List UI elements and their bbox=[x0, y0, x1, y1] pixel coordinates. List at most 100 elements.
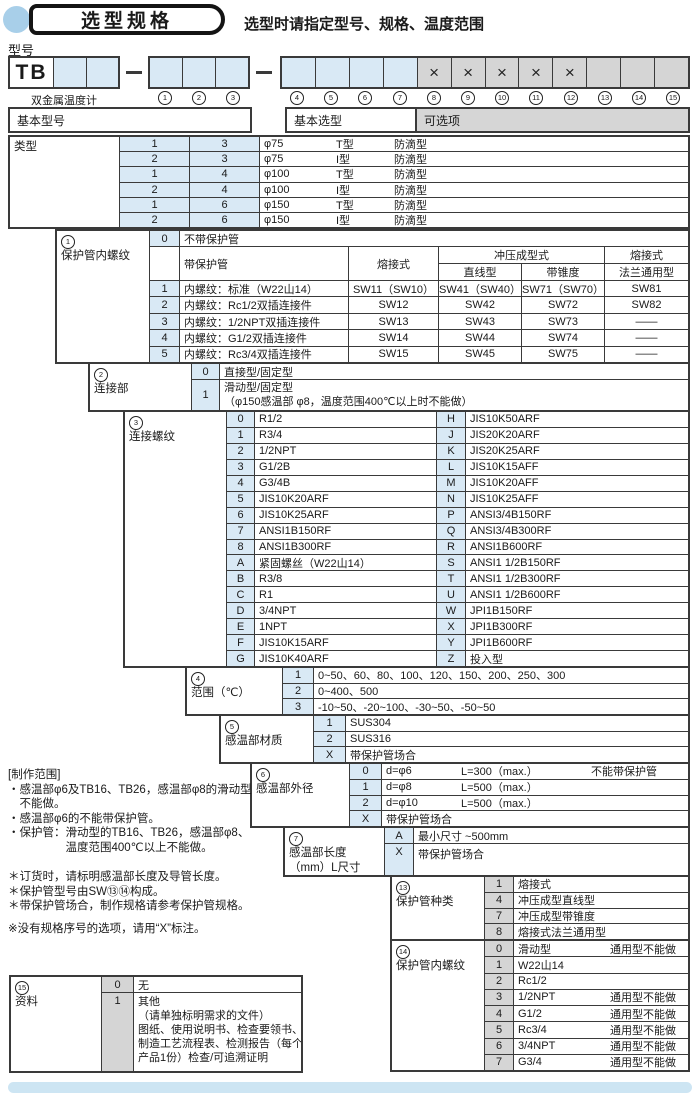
section-2-label: 2 连接部 bbox=[90, 364, 192, 410]
code-cell: 6 bbox=[190, 197, 260, 212]
desc-cell: Rc1/2 bbox=[514, 974, 688, 989]
table-row: 1 滑动型/固定型 （φ150感温部 φ8，温度范围400℃以上时不能做） bbox=[192, 380, 688, 410]
code-cell: 3 bbox=[283, 699, 314, 715]
type-table-rows: 1 3 φ75 T型 防滴型 2 3 φ75 I型 防滴型 1 4 φ100 T型 防滴型 2 4 φ100… bbox=[120, 137, 688, 228]
code-cell: 4 bbox=[190, 182, 260, 197]
length-value: L=500（max.） bbox=[461, 782, 538, 795]
table-row: X 带保护管场合 bbox=[350, 811, 688, 826]
code-cell: U bbox=[437, 587, 466, 603]
code-cell: 3 bbox=[150, 313, 180, 330]
section-1-rows: 0 不带保护管 带保护管 熔接式 冲压成型式 直线型 带锥度 熔接式 法兰通用型… bbox=[150, 231, 688, 363]
code-cell: 0 bbox=[150, 231, 180, 246]
code-cell: 3 bbox=[485, 989, 514, 1005]
code-cell: 4 bbox=[485, 892, 514, 908]
model-x-box: × bbox=[484, 58, 519, 87]
section-label-text: 保护管种类 bbox=[396, 896, 454, 908]
model-group-1-3 bbox=[148, 56, 250, 89]
table-row: 1 3 φ75 T型 防滴型 bbox=[120, 137, 688, 153]
shape-value: T型 bbox=[336, 169, 354, 182]
desc-cell: 熔接式 bbox=[518, 879, 551, 892]
desc-cell: R3/4 bbox=[255, 427, 437, 443]
desc-cell: JPI1B600RF bbox=[470, 636, 533, 649]
code-cell: H bbox=[437, 412, 466, 427]
section-3-rows: 0 R1/2 H JIS10K50ARF 1 R3/4 J JIS20K20ARF 2 1/2… bbox=[227, 412, 688, 666]
section-5-label: 5 感温部材质 bbox=[221, 716, 314, 762]
desc-cell: 1/2NPT bbox=[255, 443, 437, 459]
code-cell: 2 bbox=[283, 683, 314, 699]
note-line: 不能做。 bbox=[8, 798, 66, 810]
desc-cell: JIS10K25AFF bbox=[470, 493, 539, 506]
position-marker: 11 bbox=[529, 91, 543, 105]
table-row: 2 3 φ75 I型 防滴型 bbox=[120, 152, 688, 168]
position-marker: 12 bbox=[564, 91, 578, 105]
table-row: 2 SUS316 bbox=[314, 731, 688, 748]
restriction-note: 通用型不能做 bbox=[610, 943, 676, 956]
table-row: A 紧固螺丝（W22山14） S ANSI1 1/2B150RF bbox=[227, 555, 688, 572]
code-cell: N bbox=[437, 491, 466, 507]
desc-cell: 投入型 bbox=[470, 653, 503, 666]
code-cell: Z bbox=[437, 651, 466, 666]
code-cell: 7 bbox=[485, 908, 514, 924]
desc-cell: G1/2 通用型不能做 bbox=[514, 1006, 688, 1021]
section-4: 4 范围（℃） 1 0~50、60、80、100、120、150、200、250、… bbox=[185, 666, 690, 716]
desc-cell: 紧固螺丝（W22山14） bbox=[255, 555, 437, 571]
table-row: 2 内螺纹：Rc1/2双插连接件 SW12 SW42 SW72 SW82 bbox=[150, 297, 688, 314]
model-number-label: 型号 bbox=[8, 43, 35, 58]
restriction-note: 通用型不能做 bbox=[610, 1041, 676, 1054]
desc-line: 滑动型/固定型 bbox=[224, 382, 294, 394]
desc-cell: 内螺纹：标准（W22山14） bbox=[180, 281, 349, 297]
sw-cell: SW42 bbox=[439, 297, 522, 313]
desc-cell: JIS10K50ARF bbox=[470, 413, 540, 426]
code-cell: 1 bbox=[102, 993, 134, 1071]
desc-cell: 冲压成型带锥度 bbox=[518, 910, 595, 923]
table-row: 0 R1/2 H JIS10K50ARF bbox=[227, 412, 688, 428]
shape-value: T型 bbox=[336, 199, 354, 212]
code-cell: 2 bbox=[350, 795, 382, 811]
section-15: 15 资料 0 无 1 其他 （请单独标明需求的文件） 图纸、使用说明书、检查要… bbox=[9, 975, 303, 1073]
type-table-label: 类型 bbox=[10, 137, 120, 227]
code-cell: X bbox=[385, 844, 414, 875]
model-digit-box bbox=[215, 58, 248, 87]
sw-cell: SW44 bbox=[439, 330, 522, 346]
section-4-label: 4 范围（℃） bbox=[187, 668, 283, 714]
desc-cell: G3/4B bbox=[255, 475, 437, 491]
desc-cell: φ150 T型 防滴型 bbox=[260, 198, 688, 212]
desc-cell: ANSI3/4B150RF bbox=[470, 509, 552, 522]
code-cell: 3 bbox=[190, 137, 260, 152]
section-label-text: 范围（℃） bbox=[191, 687, 250, 699]
desc-cell: 1NPT bbox=[255, 619, 437, 635]
desc-line: 其他 bbox=[138, 996, 160, 1008]
desc-cell: φ100 T型 防滴型 bbox=[260, 167, 688, 181]
code-cell: 8 bbox=[227, 539, 255, 555]
circled-number: 15 bbox=[15, 980, 29, 995]
sw-cell: SW41（SW40） bbox=[439, 281, 522, 297]
size-value: φ75 bbox=[264, 153, 284, 166]
code-cell: J bbox=[437, 427, 466, 443]
desc-cell: d=φ6 L=300（max.） 不能带保护管 bbox=[382, 764, 688, 779]
circled-number: 6 bbox=[256, 767, 270, 782]
code-cell: 2 bbox=[120, 182, 190, 197]
code-cell: 6 bbox=[190, 212, 260, 228]
desc-cell: 直接型/固定型 bbox=[224, 366, 294, 379]
drip-value: 防滴型 bbox=[394, 184, 427, 197]
shape-value: I型 bbox=[336, 214, 351, 227]
desc-line: 图纸、使用说明书、检查要领书、 bbox=[138, 1024, 301, 1036]
desc-cell: ANSI1B300RF bbox=[255, 539, 437, 555]
section-1: 1 保护管内螺纹 0 不带保护管 带保护管 熔接式 冲压成型式 直线型 带锥度 … bbox=[55, 229, 690, 364]
code-cell: D bbox=[227, 603, 255, 619]
code-cell: 7 bbox=[227, 523, 255, 539]
sw-cell: SW71（SW70） bbox=[522, 281, 605, 297]
shape-value: T型 bbox=[336, 139, 354, 152]
position-marker: 15 bbox=[666, 91, 680, 105]
sw-cell: SW82 bbox=[631, 299, 662, 312]
desc-line: （φ150感温部 φ8，温度范围400℃以上时不能做） bbox=[224, 396, 473, 408]
model-digit-box bbox=[382, 58, 417, 87]
desc-cell: ANSI1 1/2B300RF bbox=[470, 572, 561, 585]
section-label-text: 感温部材质 bbox=[225, 735, 283, 747]
desc-cell: JIS20K20ARF bbox=[470, 429, 540, 442]
table-row: 1 d=φ8 L=500（max.） bbox=[350, 779, 688, 796]
drip-value: 防滴型 bbox=[394, 169, 427, 182]
drip-value: 防滴型 bbox=[394, 154, 427, 167]
diameter-value: d=φ6 bbox=[386, 765, 412, 778]
